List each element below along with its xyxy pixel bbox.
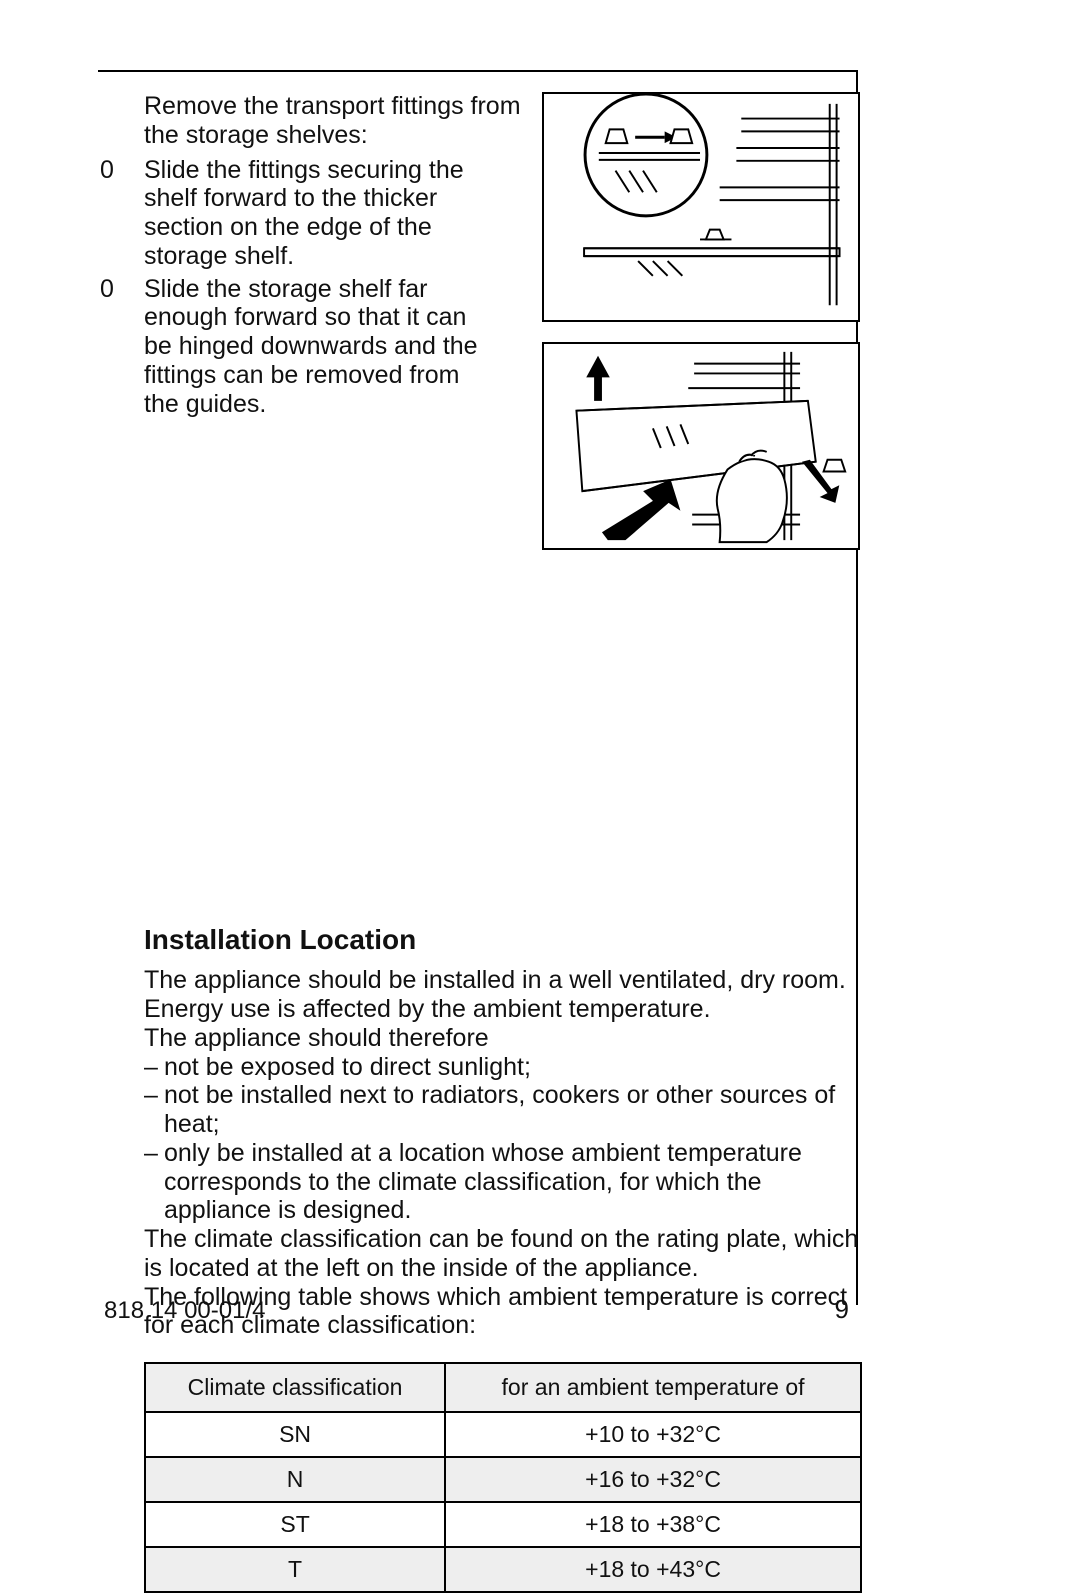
- section2-heading: Installation Location: [144, 924, 858, 956]
- dash-marker: –: [144, 1081, 164, 1139]
- table-row: N +16 to +32°C: [145, 1457, 861, 1502]
- para: The appliance should therefore: [144, 1024, 862, 1053]
- dash-text: only be installed at a location whose am…: [164, 1139, 862, 1225]
- table-header: Climate classification: [145, 1363, 445, 1412]
- section1-intro: Remove the transport fittings from the s…: [144, 92, 544, 150]
- table-cell: T: [145, 1547, 445, 1592]
- footer-doc-number: 818 14 00-01/4: [104, 1297, 265, 1325]
- table-cell: N: [145, 1457, 445, 1502]
- table-cell: +10 to +32°C: [445, 1412, 861, 1457]
- list-text: Slide the storage shelf far enough forwa…: [144, 275, 500, 419]
- para: The appliance should be installed in a w…: [144, 966, 862, 995]
- dash-marker: –: [144, 1053, 164, 1082]
- table-row: ST +18 to +38°C: [145, 1502, 861, 1547]
- table-cell: +18 to +38°C: [445, 1502, 861, 1547]
- list-text: Slide the fittings securing the shelf fo…: [144, 156, 500, 271]
- table-cell: +16 to +32°C: [445, 1457, 861, 1502]
- dash-marker: –: [144, 1139, 164, 1225]
- table-cell: SN: [145, 1412, 445, 1457]
- para: The climate classification can be found …: [144, 1225, 862, 1283]
- body-text: The appliance should be installed in a w…: [144, 966, 862, 1052]
- table-row: T +18 to +43°C: [145, 1547, 861, 1592]
- table-cell: +18 to +43°C: [445, 1547, 861, 1592]
- dash-text: not be installed next to radiators, cook…: [164, 1081, 862, 1139]
- footer-page-number: 9: [835, 1294, 849, 1325]
- para: Energy use is affected by the ambient te…: [144, 995, 862, 1024]
- dash-item: – not be installed next to radiators, co…: [144, 1081, 862, 1139]
- dash-item: – only be installed at a location whose …: [144, 1139, 862, 1225]
- list-marker: 0: [100, 275, 144, 419]
- diagram-shelf-removal: [542, 342, 860, 550]
- table-header: for an ambient temperature of: [445, 1363, 861, 1412]
- climate-table: Climate classification for an ambient te…: [144, 1362, 862, 1593]
- table-cell: ST: [145, 1502, 445, 1547]
- table-row: SN +10 to +32°C: [145, 1412, 861, 1457]
- diagram-shelf-fitting: [542, 92, 860, 322]
- dash-list: – not be exposed to direct sunlight; – n…: [144, 1053, 862, 1226]
- list-marker: 0: [100, 156, 144, 271]
- dash-text: not be exposed to direct sunlight;: [164, 1053, 862, 1082]
- dash-item: – not be exposed to direct sunlight;: [144, 1053, 862, 1082]
